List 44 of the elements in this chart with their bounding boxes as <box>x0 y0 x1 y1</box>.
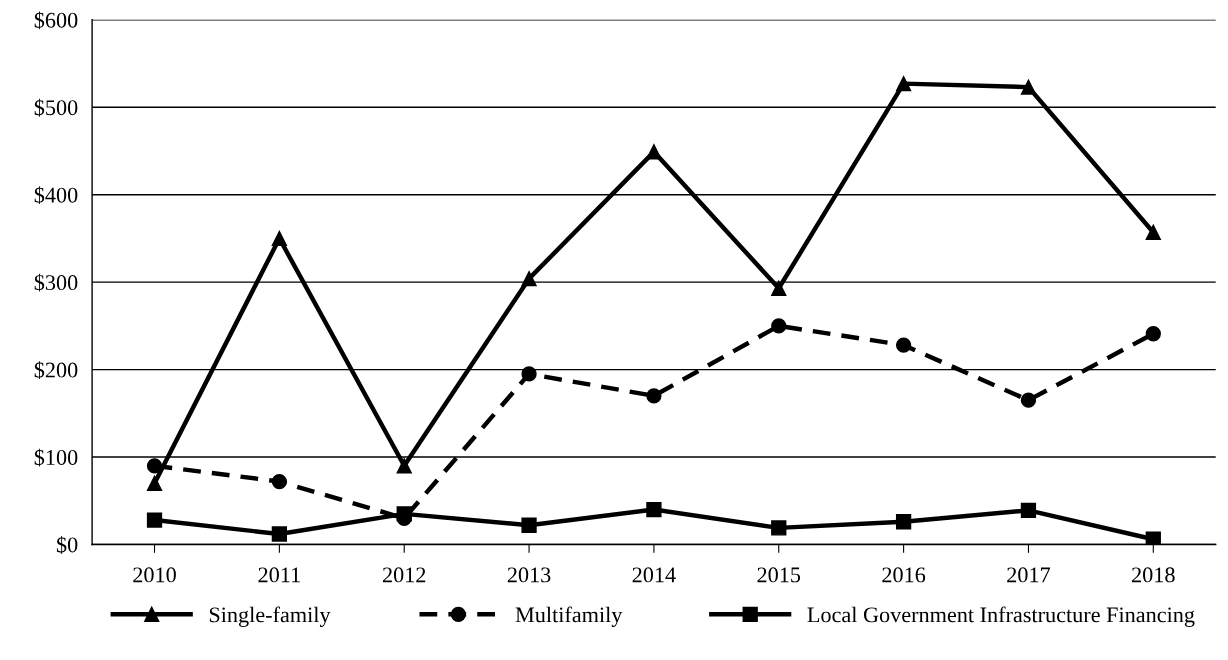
point <box>271 473 288 490</box>
y-tick-label: $300 <box>34 273 78 292</box>
point <box>146 475 163 491</box>
x-tick-label: 2011 <box>258 567 300 583</box>
point <box>146 458 163 474</box>
legend-label: Local Government Infrastructure Financing <box>807 606 1195 627</box>
point <box>771 280 787 296</box>
point <box>1020 79 1037 95</box>
point <box>771 318 787 334</box>
x-tick-label: 2015 <box>757 567 801 583</box>
y-tick-label: $600 <box>34 11 78 30</box>
x-tick-label: 2014 <box>632 567 676 583</box>
point <box>521 271 537 287</box>
x-tick-label: 2017 <box>1007 567 1051 583</box>
x-tick-label: 2013 <box>507 567 551 583</box>
point <box>521 366 537 382</box>
point <box>1020 392 1037 408</box>
point <box>895 75 912 92</box>
point <box>646 144 662 160</box>
point <box>646 388 662 404</box>
point <box>646 501 662 518</box>
y-tick-label: $100 <box>34 448 78 467</box>
x-tick-label: 2016 <box>882 567 926 583</box>
point <box>271 526 288 542</box>
legend-label: Single-family <box>209 606 331 627</box>
legend-label: Multifamily <box>515 606 623 627</box>
x-tick-label: 2012 <box>382 567 426 583</box>
point <box>1020 502 1037 519</box>
point <box>1145 326 1161 342</box>
point <box>1145 224 1161 240</box>
point <box>1145 531 1161 545</box>
y-tick-label: $500 <box>34 98 78 117</box>
point <box>146 512 163 528</box>
point <box>271 230 288 247</box>
y-tick-label: $0 <box>56 536 78 554</box>
point <box>895 337 912 353</box>
point <box>396 458 412 474</box>
x-tick-label: 2010 <box>133 567 176 583</box>
point <box>771 520 787 536</box>
y-tick-label: $400 <box>34 186 78 205</box>
point <box>895 514 912 530</box>
y-tick-label: $200 <box>34 361 78 379</box>
point <box>521 517 537 533</box>
x-tick-label: 2018 <box>1132 567 1175 583</box>
